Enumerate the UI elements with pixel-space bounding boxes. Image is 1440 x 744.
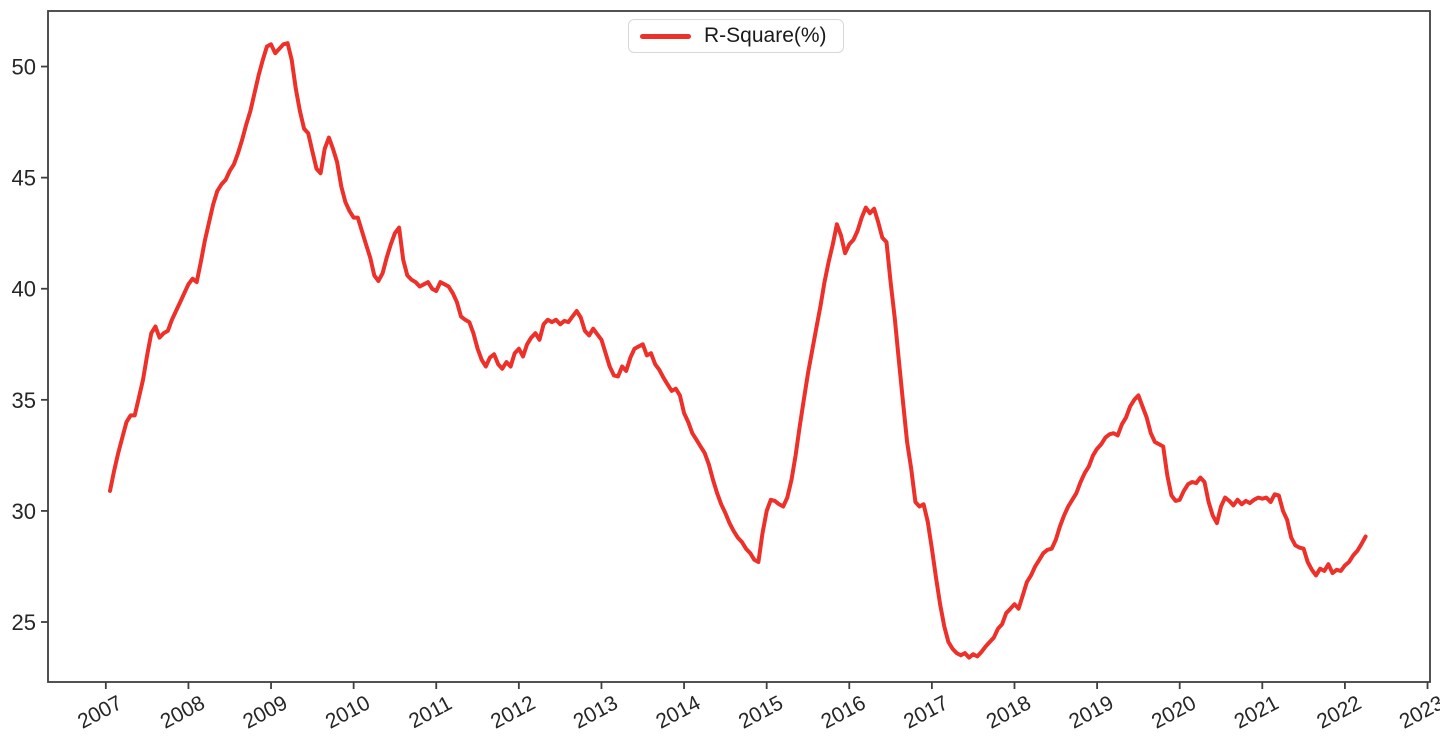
y-tick-label: 40 [12,277,36,302]
legend-line-swatch [640,33,691,39]
x-tick-label: 2020 [1148,691,1200,733]
x-tick-label: 2013 [570,691,622,733]
y-axis: 25 30 35 40 45 50 [12,55,48,635]
x-tick-label: 2014 [652,691,704,733]
y-tick-label: 50 [12,55,36,80]
x-tick-label: 2021 [1231,691,1283,733]
x-tick-label: 2018 [983,691,1035,733]
legend-label: R-Square(%) [704,24,827,47]
x-tick-label: 2009 [239,691,291,733]
data-line [108,41,1368,660]
x-tick-label: 2023 [1396,691,1440,733]
x-tick-label: 2016 [817,691,869,733]
x-tick-label: 2008 [157,691,209,733]
y-tick-label: 45 [12,166,36,191]
y-tick-label: 35 [12,388,36,413]
y-tick-label: 30 [12,499,36,524]
x-tick-label: 2011 [405,692,456,734]
x-axis: 2007 2008 2009 2010 2011 2012 2013 2014 2015 2016… [74,682,1440,734]
x-tick-label: 2015 [735,691,787,733]
y-tick-label: 25 [12,610,36,635]
x-tick-label: 2022 [1313,691,1365,733]
x-tick-label: 2007 [74,691,126,733]
x-tick-label: 2010 [322,691,374,733]
legend: R-Square(%) [628,19,844,53]
plot-border [47,10,1431,683]
x-tick-label: 2012 [487,691,539,733]
x-tick-label: 2019 [1065,691,1117,733]
x-tick-label: 2017 [900,691,952,733]
